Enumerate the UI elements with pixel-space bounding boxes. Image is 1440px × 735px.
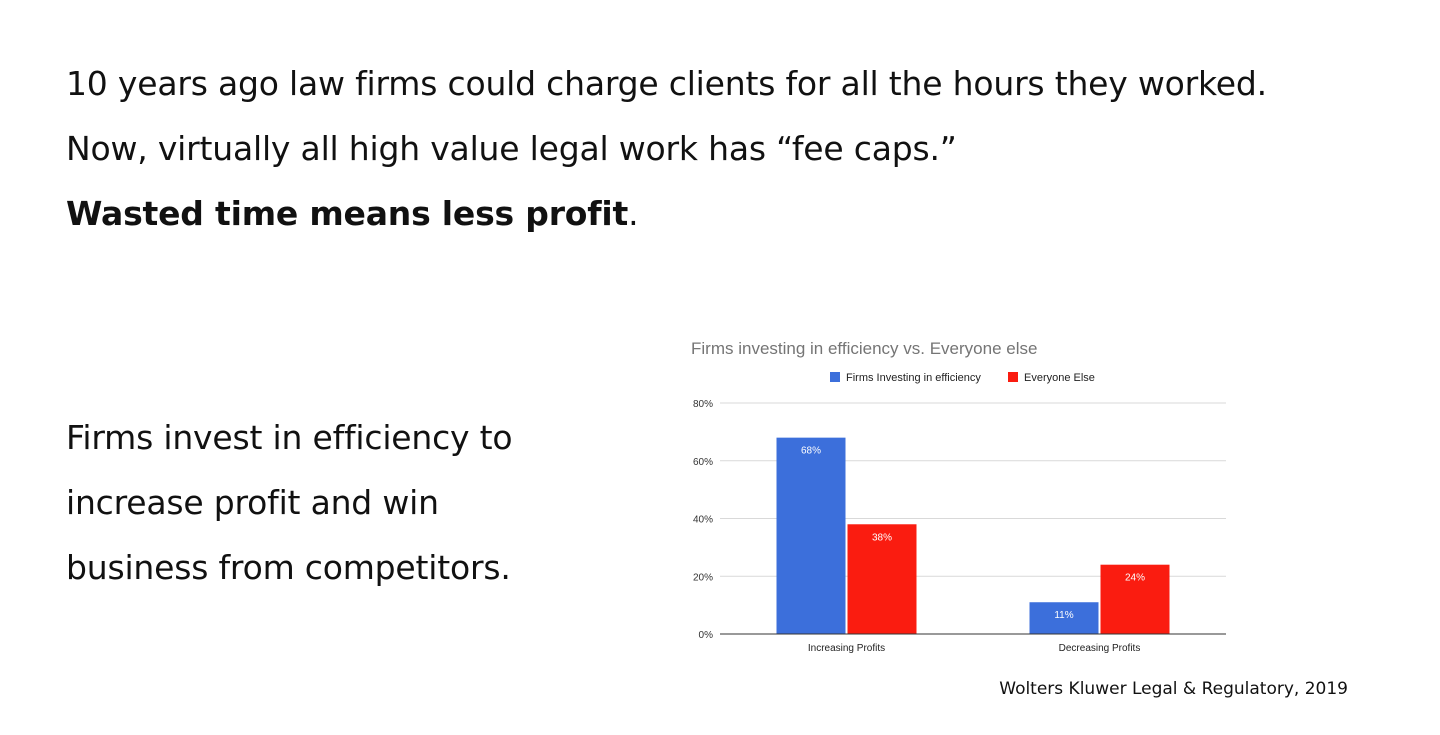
y-tick-label-3: 60% [693, 457, 713, 468]
legend-label-1: Firms Investing in efficiency [846, 372, 981, 384]
data-label-2-1: 38% [872, 532, 892, 543]
legend-swatch-1 [830, 372, 840, 382]
legend-label-2: Everyone Else [1024, 372, 1095, 384]
bar-2-1 [847, 524, 917, 634]
chart-title: Firms investing in efficiency vs. Everyo… [691, 339, 1037, 358]
data-label-1-2: 11% [1054, 610, 1073, 621]
bar-1-2 [1029, 602, 1099, 634]
legend-swatch-2 [1008, 372, 1018, 382]
body-line-3: business from competitors. [66, 548, 511, 587]
headline-period: . [628, 194, 639, 233]
x-tick-label-2: Decreasing Profits [1059, 643, 1141, 654]
x-tick-label-1: Increasing Profits [808, 643, 885, 654]
data-label-1-1: 68% [801, 446, 821, 457]
y-tick-label-1: 20% [693, 572, 713, 583]
headline-line-1: 10 years ago law firms could charge clie… [66, 64, 1267, 103]
body-line-1: Firms invest in efficiency to [66, 418, 513, 457]
body-line-2: increase profit and win [66, 483, 439, 522]
y-tick-label-4: 80% [693, 399, 713, 410]
data-label-2-2: 24% [1125, 573, 1145, 584]
y-tick-label-0: 0% [699, 630, 714, 641]
chart-panel: Firms investing in efficiency vs. Everyo… [675, 322, 1243, 667]
bar-2-2 [1100, 564, 1170, 634]
bar-chart: Firms investing in efficiency vs. Everyo… [691, 339, 1226, 654]
source-citation: Wolters Kluwer Legal & Regulatory, 2019 [999, 679, 1348, 699]
headline-line-2: Now, virtually all high value legal work… [66, 129, 957, 168]
headline-line-3: Wasted time means less profit. [66, 194, 639, 234]
bar-1-1 [776, 437, 846, 634]
y-tick-label-2: 40% [693, 515, 713, 526]
headline-bold-phrase: Wasted time means less profit [66, 194, 629, 233]
